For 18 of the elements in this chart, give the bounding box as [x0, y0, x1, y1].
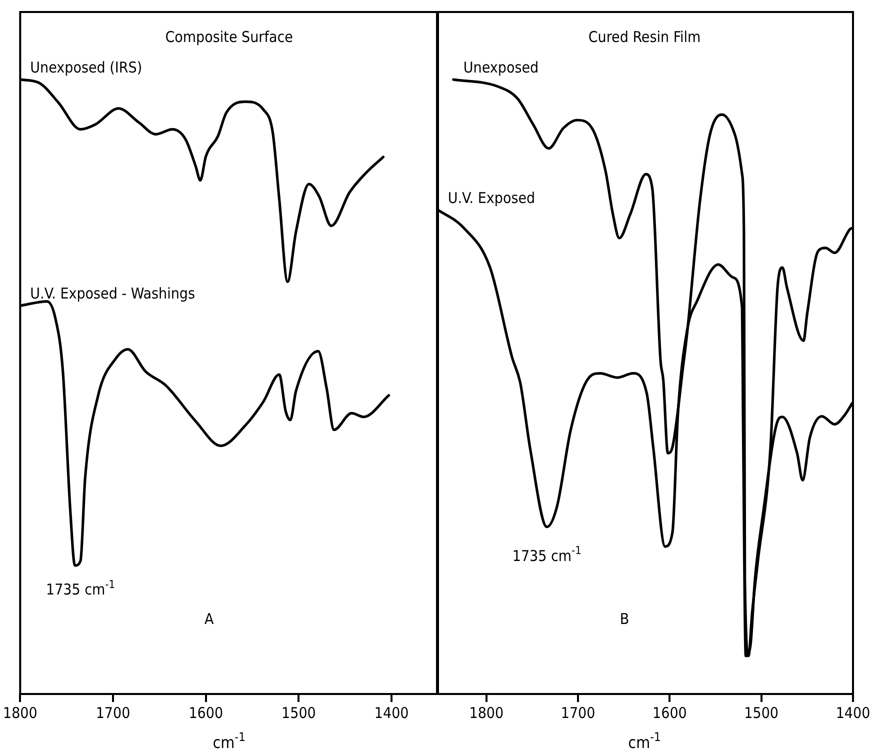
annotation: A [204, 610, 214, 628]
x-tick-label: 1400 [836, 704, 870, 722]
series-label: Unexposed [463, 58, 539, 77]
x-tick-label: 1400 [374, 704, 409, 722]
x-tick-label: 1700 [96, 704, 130, 722]
x-tick-label: 1800 [469, 704, 504, 722]
x-tick-label: 1700 [560, 704, 596, 722]
series-label: U.V. Exposed [448, 188, 536, 207]
x-tick-label: 1800 [2, 704, 38, 722]
x-tick-label: 1500 [744, 704, 779, 722]
chart-title: Cured Resin Film [588, 28, 701, 46]
x-tick-label: 1500 [282, 704, 316, 722]
series-label: Unexposed (IRS) [30, 58, 142, 77]
series-label: U.V. Exposed - Washings [30, 284, 196, 303]
annotation: B [620, 610, 630, 628]
chart-title: Composite Surface [165, 28, 293, 46]
x-tick-label: 1600 [188, 704, 224, 722]
x-tick-label: 1600 [652, 704, 687, 722]
